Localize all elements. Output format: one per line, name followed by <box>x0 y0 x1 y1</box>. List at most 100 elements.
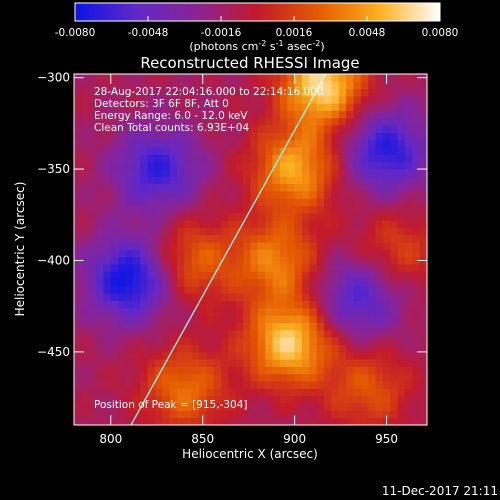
heatmap-cell <box>110 337 119 345</box>
heatmap-cell <box>235 176 244 185</box>
heatmap-cell <box>162 410 170 419</box>
heatmap-cell <box>110 322 119 331</box>
heatmap-cell <box>154 110 163 119</box>
heatmap-cell <box>360 366 369 375</box>
heatmap-cell <box>125 359 134 367</box>
heatmap-cell <box>346 293 354 302</box>
heatmap-cell <box>140 81 148 90</box>
heatmap-cell <box>353 125 362 133</box>
heatmap-cell <box>382 329 391 338</box>
heatmap-cell <box>96 161 104 170</box>
heatmap-cell <box>125 88 134 97</box>
heatmap-cell <box>316 205 325 214</box>
heatmap-cell <box>301 286 310 294</box>
heatmap-cell <box>331 417 340 425</box>
heatmap-cell <box>301 74 310 82</box>
heatmap-cell <box>309 154 318 163</box>
heatmap-cell <box>74 359 82 367</box>
heatmap-cell <box>96 249 104 258</box>
heatmap-cell <box>404 366 413 375</box>
heatmap-cell <box>404 395 413 404</box>
heatmap-cell <box>338 205 347 214</box>
heatmap-cell <box>132 388 141 397</box>
heatmap-cell <box>88 176 97 185</box>
heatmap-cell <box>221 117 229 126</box>
heatmap-cell <box>96 351 104 360</box>
heatmap-cell <box>176 139 185 148</box>
heatmap-cell <box>272 300 281 309</box>
heatmap-cell <box>346 256 354 265</box>
heatmap-cell <box>397 271 406 280</box>
heatmap-cell <box>169 227 178 236</box>
heatmap-cell <box>309 198 318 207</box>
heatmap-cell <box>390 95 398 104</box>
heatmap-cell <box>316 264 325 272</box>
heatmap-cell <box>316 242 325 250</box>
heatmap-cell <box>213 117 222 126</box>
heatmap-cell <box>74 154 82 163</box>
heatmap-cell <box>279 212 288 221</box>
heatmap-cell <box>404 132 413 141</box>
heatmap-cell <box>243 95 251 104</box>
heatmap-cell <box>257 344 266 353</box>
heatmap-cell <box>294 139 303 148</box>
heatmap-cell <box>353 278 362 287</box>
heatmap-cell <box>287 88 296 97</box>
heatmap-cell <box>169 410 178 419</box>
heatmap-cell <box>221 293 229 302</box>
heatmap-cell <box>390 81 398 90</box>
heatmap-cell <box>309 220 318 228</box>
heatmap-cell <box>176 81 185 90</box>
heatmap-cell <box>360 110 369 119</box>
heatmap-cell <box>382 395 391 404</box>
heatmap-cell <box>154 147 163 155</box>
heatmap-cell <box>81 293 90 302</box>
heatmap-cell <box>279 322 288 331</box>
heatmap-cell <box>88 388 97 397</box>
heatmap-cell <box>213 183 222 192</box>
heatmap-cell <box>88 300 97 309</box>
heatmap-cell <box>309 227 318 236</box>
heatmap-cell <box>301 249 310 258</box>
heatmap-cell <box>382 264 391 272</box>
heatmap-cell <box>221 132 229 141</box>
heatmap-cell <box>331 205 340 214</box>
heatmap-cell <box>316 161 325 170</box>
heatmap-cell <box>390 264 398 272</box>
heatmap-cell <box>147 278 156 287</box>
heatmap-cell <box>81 381 90 389</box>
heatmap-cell <box>118 403 126 411</box>
heatmap-cell <box>228 220 237 228</box>
heatmap-cell <box>74 308 82 316</box>
heatmap-cell <box>199 176 207 185</box>
heatmap-cell <box>272 344 281 353</box>
heatmap-cell <box>287 256 296 265</box>
heatmap-cell <box>96 300 104 309</box>
heatmap-cell <box>110 417 119 425</box>
heatmap-cell <box>368 81 376 90</box>
heatmap-cell <box>191 169 200 177</box>
heatmap-cell <box>419 147 427 155</box>
heatmap-cell <box>279 351 288 360</box>
heatmap-cell <box>265 234 273 243</box>
heatmap-cell <box>309 271 318 280</box>
heatmap-cell <box>140 308 148 316</box>
heatmap-cell <box>243 191 251 199</box>
heatmap-cell <box>390 132 398 141</box>
heatmap-cell <box>279 403 288 411</box>
heatmap-cell <box>368 205 376 214</box>
heatmap-cell <box>404 322 413 331</box>
heatmap-cell <box>125 322 134 331</box>
heatmap-cell <box>103 315 112 324</box>
heatmap-cell <box>74 278 82 287</box>
heatmap-cell <box>103 183 112 192</box>
heatmap-cell <box>199 242 207 250</box>
heatmap-cell <box>228 212 237 221</box>
heatmap-cell <box>360 191 369 199</box>
heatmap-cell <box>228 344 237 353</box>
heatmap-cell <box>368 110 376 119</box>
heatmap-cell <box>368 388 376 397</box>
heatmap-cell <box>154 139 163 148</box>
heatmap-cell <box>184 256 193 265</box>
heatmap-cell <box>390 417 398 425</box>
